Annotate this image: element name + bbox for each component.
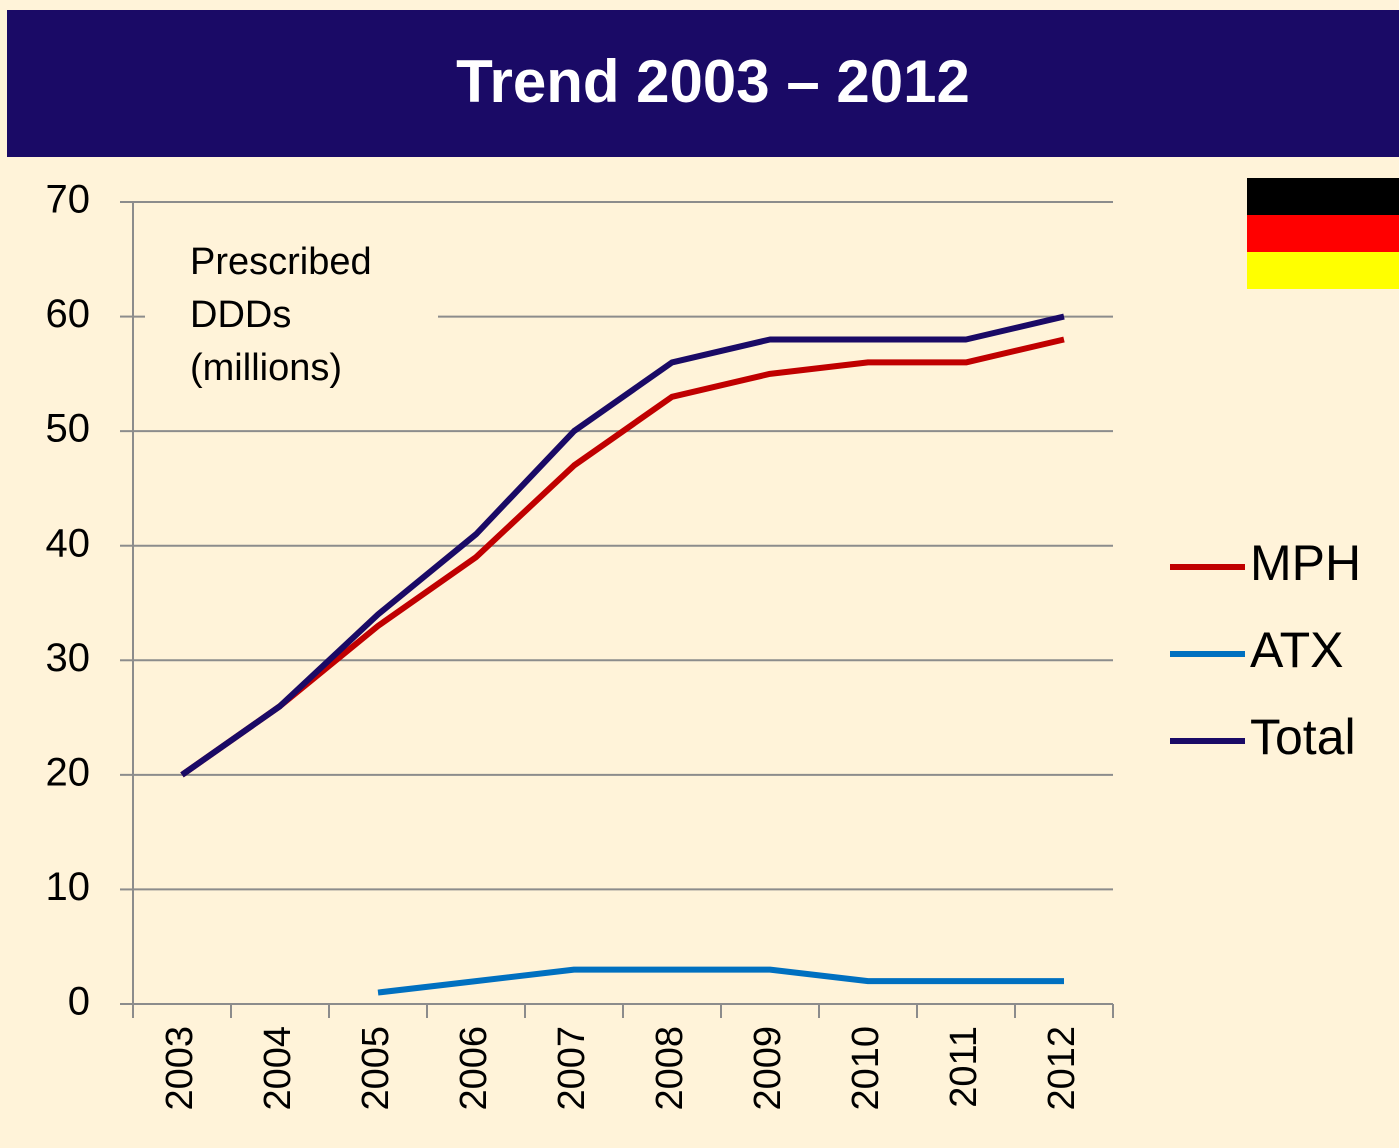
annotation: Prescribed xyxy=(190,241,372,283)
series-line xyxy=(377,966,1064,996)
y-tick-label: 40 xyxy=(46,521,91,565)
x-tick-label: 2003 xyxy=(159,1026,201,1111)
x-tick-label: 2005 xyxy=(355,1026,397,1111)
flag-stripe xyxy=(1247,178,1399,215)
legend-label: MPH xyxy=(1250,535,1361,591)
flag xyxy=(1247,178,1399,289)
annotation: (millions) xyxy=(190,347,342,389)
y-tick-label: 0 xyxy=(68,980,90,1024)
flag-stripe xyxy=(1247,252,1399,289)
annotation: DDDs xyxy=(190,294,291,336)
x-tick-label: 2006 xyxy=(453,1026,495,1111)
x-tick-label: 2012 xyxy=(1041,1026,1083,1111)
annotation-bg xyxy=(145,238,438,398)
y-tick-label: 60 xyxy=(46,292,91,336)
legend-label: Total xyxy=(1250,709,1356,765)
flag-stripe xyxy=(1247,215,1399,252)
x-tick-label: 2010 xyxy=(845,1026,887,1111)
x-tick-label: 2004 xyxy=(257,1026,299,1111)
series-line xyxy=(180,336,1065,778)
x-tick-label: 2011 xyxy=(943,1026,985,1108)
y-tick-label: 10 xyxy=(46,865,91,909)
title-band xyxy=(7,10,1399,157)
legend-label: ATX xyxy=(1250,622,1344,678)
x-tick-label: 2008 xyxy=(649,1026,691,1111)
x-tick-label: 2007 xyxy=(551,1026,593,1111)
x-tick-label: 2009 xyxy=(747,1026,789,1111)
y-tick-label: 70 xyxy=(46,178,91,222)
y-tick-label: 30 xyxy=(46,636,91,680)
series-line xyxy=(180,313,1065,778)
y-tick-label: 50 xyxy=(46,407,91,451)
chart-title: Trend 2003 – 2012 xyxy=(456,48,970,115)
y-tick-label: 20 xyxy=(46,750,91,794)
